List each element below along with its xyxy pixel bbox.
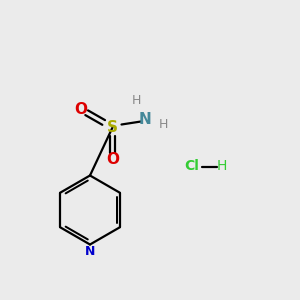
Text: H: H — [217, 160, 227, 173]
Text: N: N — [139, 112, 152, 128]
Text: O: O — [74, 102, 88, 117]
Text: H: H — [132, 94, 141, 107]
Text: S: S — [107, 120, 118, 135]
Text: Cl: Cl — [184, 160, 200, 173]
Text: H: H — [159, 118, 168, 131]
Text: O: O — [106, 152, 119, 166]
Text: N: N — [85, 244, 95, 258]
